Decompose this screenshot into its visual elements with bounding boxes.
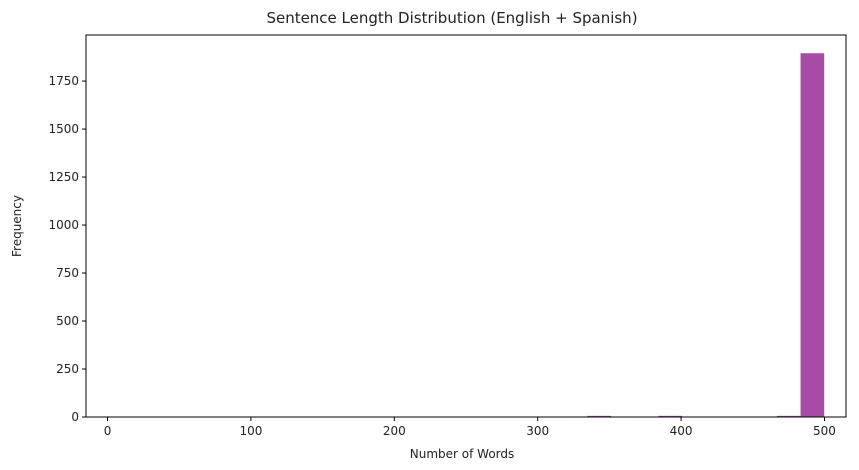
histogram-bar (587, 415, 612, 417)
x-tick-label: 300 (526, 424, 549, 438)
y-axis-label: Frequency (10, 195, 24, 257)
y-tick-label: 1750 (48, 74, 79, 88)
x-tick-label: 200 (383, 424, 406, 438)
y-tick-label: 0 (71, 410, 79, 424)
y-tick-label: 250 (56, 362, 79, 376)
x-axis-ticks: 0 100 200 300 400 500 (104, 417, 836, 438)
y-axis-ticks: 0 250 500 750 1000 1250 1500 1750 (48, 74, 86, 424)
plot-frame (85, 34, 847, 418)
x-tick-label: 100 (239, 424, 262, 438)
histogram-bar (776, 415, 801, 417)
bars-group (113, 53, 825, 418)
histogram-bar (800, 53, 825, 418)
histogram-bar (658, 415, 683, 417)
y-tick-label: 1250 (48, 170, 79, 184)
y-tick-label: 1500 (48, 122, 79, 136)
y-tick-label: 1000 (48, 218, 79, 232)
y-tick-label: 500 (56, 314, 79, 328)
chart-title: Sentence Length Distribution (English + … (266, 9, 637, 27)
x-axis-label: Number of Words (410, 447, 515, 461)
x-tick-label: 500 (813, 424, 836, 438)
x-tick-label: 400 (670, 424, 693, 438)
x-tick-label: 0 (104, 424, 112, 438)
y-tick-label: 750 (56, 266, 79, 280)
